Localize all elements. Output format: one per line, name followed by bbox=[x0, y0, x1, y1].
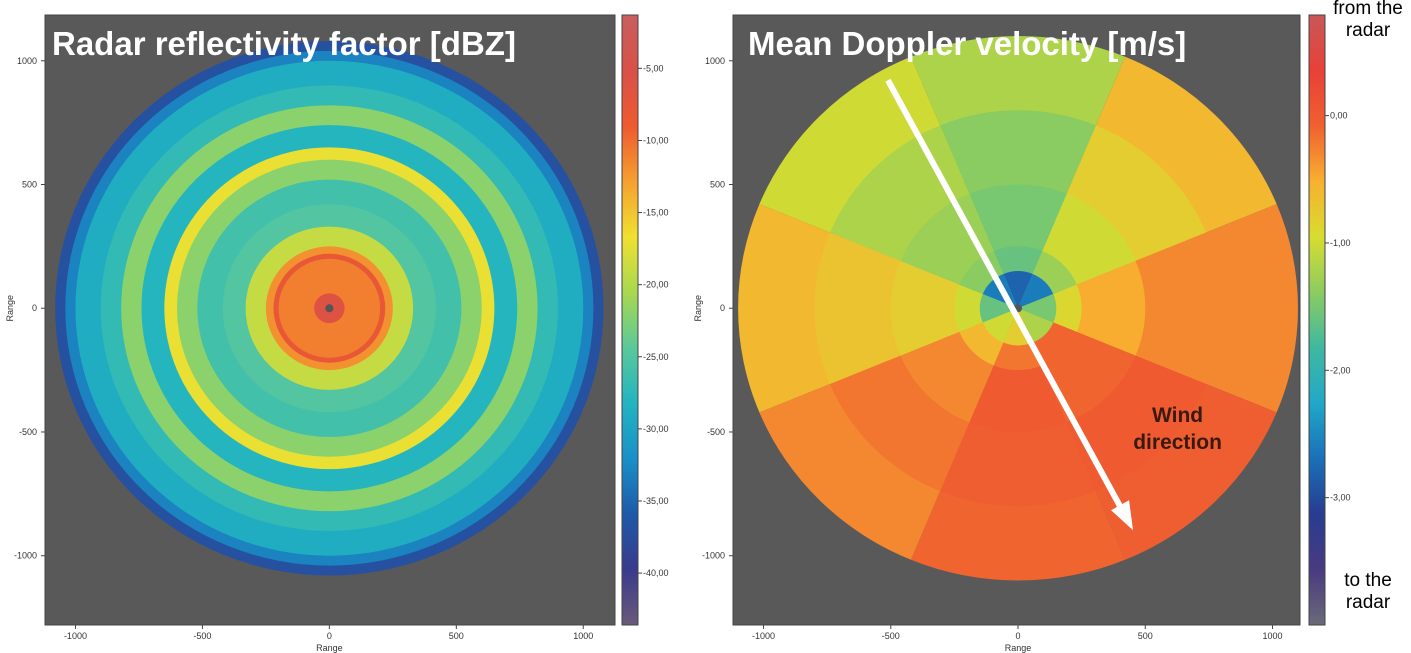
colorbar-note-text: to the radar bbox=[1344, 570, 1392, 613]
colorbar-tick-label: -10,00 bbox=[643, 135, 669, 145]
y-tick-label: 500 bbox=[710, 180, 725, 190]
y-tick-label: 0 bbox=[32, 303, 37, 313]
colorbar-tick-label: -35,00 bbox=[643, 496, 669, 506]
x-tick-label: 0 bbox=[1016, 631, 1021, 641]
x-axis-label: Range bbox=[1005, 643, 1032, 653]
x-axis-label: Range bbox=[316, 643, 343, 653]
plot-frame bbox=[732, 14, 1301, 626]
sector bbox=[979, 294, 1019, 323]
colorbar-tick-label: -2,00 bbox=[1330, 365, 1351, 375]
annotation: Wind direction bbox=[1133, 403, 1222, 454]
y-axis-label: Range bbox=[693, 295, 703, 322]
x-tick-label: 500 bbox=[449, 631, 464, 641]
colorbar-tick-label: -40,00 bbox=[643, 568, 669, 578]
x-tick-label: 0 bbox=[327, 631, 332, 641]
plot-frame bbox=[44, 14, 616, 626]
x-tick-label: -500 bbox=[193, 631, 211, 641]
sector bbox=[982, 308, 1019, 343]
sector bbox=[969, 184, 1067, 309]
y-tick-label: 0 bbox=[720, 303, 725, 313]
wind-arrow-head bbox=[1111, 500, 1134, 531]
y-tick-label: 1000 bbox=[705, 56, 725, 66]
x-tick-label: 1000 bbox=[1262, 631, 1282, 641]
colorbar-tick-label: -3,00 bbox=[1330, 493, 1351, 503]
x-tick-label: -500 bbox=[882, 631, 900, 641]
y-tick-label: -500 bbox=[707, 427, 725, 437]
colorbar-tick-label: 0,00 bbox=[1330, 111, 1348, 121]
colorbar-tick-label: -1,00 bbox=[1330, 238, 1351, 248]
colorbar-note: to the radar bbox=[1344, 570, 1392, 613]
x-tick-label: 500 bbox=[1138, 631, 1153, 641]
y-tick-label: -1000 bbox=[14, 551, 37, 561]
colorbar bbox=[1308, 14, 1326, 626]
colorbar-tick-label: -15,00 bbox=[643, 208, 669, 218]
wind-arrow bbox=[885, 78, 1131, 522]
sector bbox=[1018, 273, 1054, 309]
colorbar-tick-label: -30,00 bbox=[643, 424, 669, 434]
plot bbox=[55, 40, 604, 576]
radar-site bbox=[325, 304, 334, 313]
y-tick-label: -500 bbox=[19, 427, 37, 437]
chart-title: Radar reflectivity factor [dBZ] bbox=[52, 25, 516, 62]
sector bbox=[1003, 271, 1033, 309]
colorbar-tick-label: -5,00 bbox=[643, 63, 664, 73]
colorbar bbox=[621, 14, 639, 626]
y-tick-label: -1000 bbox=[702, 551, 725, 561]
colorbar-tick-label: -25,00 bbox=[643, 352, 669, 362]
y-tick-label: 500 bbox=[22, 180, 37, 190]
sector bbox=[1018, 308, 1054, 343]
colorbar-tick-label: -20,00 bbox=[643, 280, 669, 290]
sector bbox=[969, 308, 1067, 432]
plot bbox=[738, 36, 1298, 581]
x-tick-label: -1000 bbox=[752, 631, 775, 641]
x-tick-label: -1000 bbox=[64, 631, 87, 641]
y-tick-label: 1000 bbox=[17, 56, 37, 66]
y-axis-label: Range bbox=[5, 295, 15, 322]
sector bbox=[1018, 260, 1146, 356]
sector bbox=[1018, 294, 1057, 323]
colorbar-note: from the radar bbox=[1333, 0, 1403, 41]
colorbar-note-text: from the radar bbox=[1333, 0, 1403, 41]
chart-title: Mean Doppler velocity [m/s] bbox=[748, 25, 1186, 62]
annotation-box: Wind direction bbox=[1133, 403, 1222, 454]
x-tick-label: 1000 bbox=[573, 631, 593, 641]
